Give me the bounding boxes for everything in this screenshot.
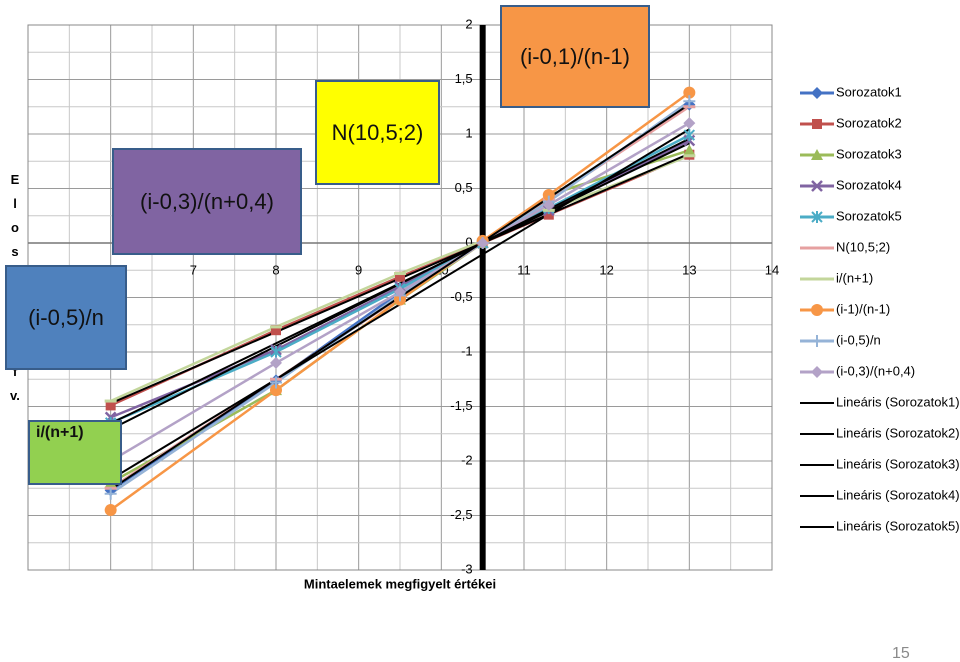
marker xyxy=(542,198,555,211)
marker xyxy=(811,87,823,99)
annotation-text: (i-0,3)/(n+0,4) xyxy=(140,188,274,214)
y-tick-label: 0,5 xyxy=(455,180,473,195)
marker xyxy=(811,335,823,347)
legend-label: Sorozatok5 xyxy=(836,208,902,223)
legend-label: Sorozatok4 xyxy=(836,177,902,192)
y-tick-label: -2 xyxy=(461,452,473,467)
marker xyxy=(811,304,823,316)
marker xyxy=(270,356,282,369)
annotation-box: (i-0,1)/(n-1) xyxy=(500,5,650,108)
x-tick-label: 8 xyxy=(272,262,279,277)
marker xyxy=(104,487,117,500)
marker xyxy=(683,117,696,130)
x-tick-label: 13 xyxy=(682,262,696,277)
marker xyxy=(811,180,823,192)
marker xyxy=(811,366,823,378)
legend-label: N(10,5;2) xyxy=(836,239,890,254)
marker xyxy=(683,144,696,156)
marker xyxy=(394,272,406,276)
y-tick-label: -1 xyxy=(461,343,473,358)
annotation-box: i/(n+1) xyxy=(28,420,122,485)
annotation-text: i/(n+1) xyxy=(36,424,84,441)
marker xyxy=(395,271,405,282)
annotation-box: N(10,5;2) xyxy=(315,80,440,185)
y-tick-label: 1,5 xyxy=(455,71,473,86)
marker xyxy=(270,384,282,397)
y-tick-label: -2,5 xyxy=(450,507,472,522)
x-tick-label: 11 xyxy=(517,262,531,277)
legend-label: i/(n+1) xyxy=(836,270,873,285)
marker xyxy=(683,95,696,108)
marker xyxy=(683,129,696,142)
annotation-box: (i-0,5)/n xyxy=(5,265,127,370)
y-tick-label: 2 xyxy=(465,16,472,31)
annotation-text: (i-0,1)/(n-1) xyxy=(519,43,630,69)
marker xyxy=(104,504,117,517)
marker xyxy=(270,376,282,389)
series-line xyxy=(110,122,690,463)
legend-label: (i-0,5)/n xyxy=(836,332,881,347)
y-tick-label: -0,5 xyxy=(450,289,472,304)
legend-label: Sorozatok3 xyxy=(836,146,902,161)
marker xyxy=(394,286,406,299)
marker xyxy=(271,325,281,336)
x-tick-label: 9 xyxy=(355,262,362,277)
marker xyxy=(104,399,117,403)
marker xyxy=(543,209,554,220)
marker xyxy=(270,346,282,358)
legend-label: Lineáris (Sorozatok1) xyxy=(836,394,960,409)
marker xyxy=(476,237,489,249)
marker xyxy=(105,400,116,411)
x-tick-label: 7 xyxy=(190,262,197,277)
legend-label: Sorozatok2 xyxy=(836,115,902,130)
annotation-box: (i-0,3)/(n+0,4) xyxy=(112,148,302,255)
legend-label: (i-0,3)/(n+0,4) xyxy=(836,363,915,378)
x-axis-title: Mintaelemek megfigyelt értékei xyxy=(304,576,496,591)
marker xyxy=(542,189,555,202)
marker xyxy=(683,154,696,158)
marker xyxy=(683,86,696,99)
page-number: 15 xyxy=(892,645,910,662)
y-tick-label: -3 xyxy=(461,561,473,576)
legend-label: Lineáris (Sorozatok5) xyxy=(836,518,960,533)
annotation-text: (i-0,5)/n xyxy=(28,304,104,330)
legend-label: Lineáris (Sorozatok4) xyxy=(836,487,960,502)
y-tick-label: 0 xyxy=(465,234,472,249)
y-tick-label: -1,5 xyxy=(450,398,472,413)
marker xyxy=(811,149,823,160)
annotation-text: N(10,5;2) xyxy=(331,119,424,145)
x-tick-label: 14 xyxy=(765,262,779,277)
series-line xyxy=(110,133,690,424)
y-tick-label: 1 xyxy=(465,125,472,140)
legend-label: Sorozatok1 xyxy=(836,84,902,99)
marker xyxy=(811,211,823,223)
marker xyxy=(811,246,823,250)
legend-label: (i-1)/(n-1) xyxy=(836,301,890,316)
marker xyxy=(812,119,822,129)
legend-label: Lineáris (Sorozatok2) xyxy=(836,425,960,440)
marker xyxy=(270,325,282,329)
legend-label: Lineáris (Sorozatok3) xyxy=(836,456,960,471)
marker xyxy=(811,277,823,281)
x-tick-label: 12 xyxy=(599,262,613,277)
